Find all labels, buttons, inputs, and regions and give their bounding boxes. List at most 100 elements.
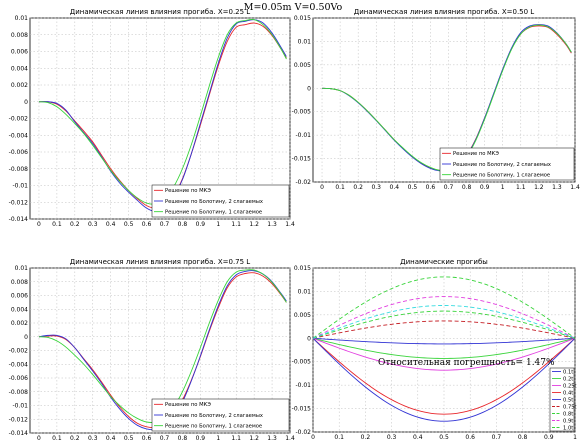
legend-label: Решение по Болотину, 2 слагаемых <box>165 199 263 205</box>
y-tick-label: 0.004 <box>11 65 28 72</box>
legend-label: Решение по Болотину, 2 слагаемых <box>453 162 551 168</box>
error-annotation: Относительная погрешность= 1.47% <box>378 358 555 368</box>
legend: Решение по МКЭ Решение по Болотину, 2 сла… <box>439 147 575 181</box>
x-tick-label: 0.8 <box>518 434 528 440</box>
legend-label: 0.1t <box>563 369 573 375</box>
legend-label: Решение по Болотину, 2 слагаемых <box>165 413 263 419</box>
y-tick-label: 0.006 <box>11 49 28 56</box>
x-tick-label: 0.7 <box>492 434 502 440</box>
x-tick-label: 1.3 <box>267 221 277 228</box>
series-line-2 <box>313 337 575 359</box>
y-tick-label: 0.002 <box>11 320 28 327</box>
x-tick-label: 1.4 <box>285 221 295 228</box>
x-tick-label: 1.4 <box>285 435 295 440</box>
y-tick-label: -0.006 <box>9 375 29 382</box>
x-tick-label: 0.8 <box>178 435 188 440</box>
y-tick-label: -0.004 <box>9 361 29 368</box>
legend-label: Решение по МКЭ <box>453 151 499 157</box>
x-tick-label: 1 <box>216 221 220 228</box>
y-tick-label: 0.004 <box>11 306 28 313</box>
x-tick-label: 1.2 <box>249 221 259 228</box>
series-line-9 <box>313 276 575 339</box>
x-tick-label: 1 <box>216 435 220 440</box>
x-tick-label: 1.2 <box>534 184 544 191</box>
x-tick-label: 0.1 <box>334 434 344 440</box>
y-tick-label: -0.002 <box>9 348 29 355</box>
y-tick-label: -0.01 <box>12 403 28 410</box>
x-tick-label: 1.4 <box>570 184 580 191</box>
x-tick-label: 0.5 <box>408 184 418 191</box>
y-tick-label: -0.005 <box>292 109 312 116</box>
series-line-8 <box>313 296 575 339</box>
chart-title: Динамическая линия влияния прогиба. X=0.… <box>70 258 251 266</box>
legend: Решение по МКЭ Решение по Болотину, 2 сла… <box>151 398 290 432</box>
x-tick-label: 0.2 <box>70 221 80 228</box>
y-tick-label: 0.015 <box>294 15 311 22</box>
series-group <box>313 276 575 422</box>
legend-box <box>151 184 290 218</box>
y-tick-label: -0.012 <box>9 416 29 423</box>
y-tick-label: -0.008 <box>9 166 29 173</box>
x-tick-label: 0.9 <box>196 221 206 228</box>
legend-label: Решение по МКЭ <box>165 402 211 408</box>
y-tick-label: -0.014 <box>9 430 29 437</box>
x-tick-label: 0.1 <box>335 184 345 191</box>
x-tick-label: 1.2 <box>249 435 259 440</box>
y-tick-label: 0.005 <box>294 312 311 319</box>
chart-panel-2: Динамическая линия влияния прогиба. X=0.… <box>292 8 580 191</box>
x-tick-label: 0.3 <box>387 434 397 440</box>
x-tick-label: 0.4 <box>106 221 116 228</box>
x-tick-label: 0.5 <box>124 435 134 440</box>
y-tick-label: -0.006 <box>9 149 29 156</box>
y-tick-label: -0.014 <box>9 216 29 223</box>
legend-label: 1.0t <box>563 425 573 431</box>
series-line-4 <box>313 337 575 415</box>
x-tick-label: 0.9 <box>480 184 490 191</box>
series-line-7 <box>313 310 575 339</box>
y-tick-label: -0.015 <box>292 406 312 413</box>
y-tick-label: 0.01 <box>298 288 312 295</box>
x-tick-label: 0.6 <box>426 184 436 191</box>
legend-label: 0.75t <box>563 404 577 410</box>
x-tick-label: 0.5 <box>439 434 449 440</box>
x-tick-label: 0 <box>37 435 41 440</box>
y-tick-label: -0.005 <box>292 359 312 366</box>
series-line-10 <box>313 305 575 339</box>
legend-box <box>151 398 290 432</box>
x-tick-label: 1 <box>501 184 505 191</box>
y-tick-label: 0 <box>24 334 28 341</box>
x-tick-label: 0.5 <box>124 221 134 228</box>
legend-label: Решение по МКЭ <box>165 188 211 194</box>
series-line-6 <box>313 320 575 339</box>
legend-label: Решение по Болотину, 1 слагаемое <box>165 209 262 215</box>
y-tick-label: 0.002 <box>11 82 28 89</box>
legend-label: 0.2t <box>563 376 573 382</box>
x-tick-label: 0.3 <box>88 221 98 228</box>
chart-panel-1: Динамическая линия влияния прогиба. X=0.… <box>9 8 295 228</box>
x-tick-label: 0.6 <box>465 434 475 440</box>
legend-label: 0.8t <box>563 411 573 417</box>
x-tick-label: 0.1 <box>52 435 62 440</box>
x-tick-label: 0.7 <box>160 221 170 228</box>
figure-title: M=0.05m V=0.50Vo <box>244 2 343 13</box>
x-tick-label: 0.7 <box>444 184 454 191</box>
y-tick-label: 0 <box>307 335 311 342</box>
chart-title: Динамическая линия влияния прогиба. X=0.… <box>70 8 251 16</box>
y-tick-label: -0.02 <box>295 179 311 186</box>
x-tick-label: 1.3 <box>552 184 562 191</box>
x-tick-label: 0.2 <box>353 184 363 191</box>
x-tick-label: 1 <box>573 434 577 440</box>
x-tick-label: 0.9 <box>544 434 554 440</box>
panels: Динамическая линия влияния прогиба. X=0.… <box>9 8 580 440</box>
y-tick-label: -0.01 <box>12 183 28 190</box>
chart-title: Динамическая линия влияния прогиба. X=0.… <box>354 8 535 16</box>
legend-label: 0.9t <box>563 418 573 424</box>
y-tick-label: 0.008 <box>11 279 28 286</box>
x-tick-label: 0.4 <box>390 184 400 191</box>
y-tick-label: -0.02 <box>295 429 311 436</box>
x-tick-label: 0.3 <box>371 184 381 191</box>
legend-label: 0.4t <box>563 390 573 396</box>
x-tick-label: 0 <box>320 184 324 191</box>
x-tick-label: 0.2 <box>361 434 371 440</box>
